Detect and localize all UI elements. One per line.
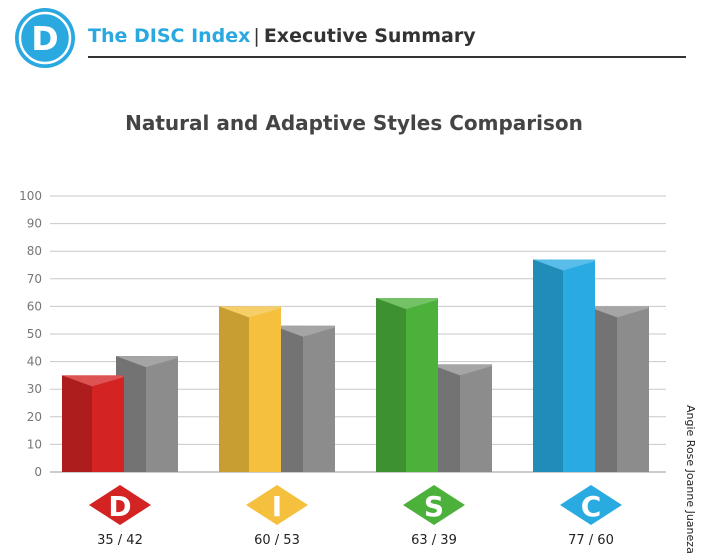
value-label: 60 / 53 xyxy=(254,533,300,548)
y-tick-label: 50 xyxy=(27,327,42,341)
bar-adaptive-i xyxy=(273,325,335,472)
header-divider xyxy=(88,56,686,58)
value-label: 77 / 60 xyxy=(568,533,614,548)
logo-letter: D xyxy=(31,19,58,58)
y-tick-label: 20 xyxy=(27,410,42,424)
brand-name: The DISC Index xyxy=(88,25,251,47)
y-tick-label: 70 xyxy=(27,272,42,286)
y-tick-label: 30 xyxy=(27,382,42,396)
diamond-shape xyxy=(89,485,151,525)
bar-front-face xyxy=(563,259,595,472)
bar-front-face xyxy=(249,306,281,472)
header-separator: | xyxy=(253,25,260,47)
diamond-shape xyxy=(246,485,308,525)
bar-top-face xyxy=(376,298,438,310)
bar-natural-i xyxy=(219,306,281,472)
page-title: Executive Summary xyxy=(263,25,476,47)
diamond-shape xyxy=(403,485,465,525)
category-diamond-i: I xyxy=(246,485,308,525)
bar-adaptive-d xyxy=(116,356,178,472)
bar-natural-s xyxy=(376,298,438,472)
bar-adaptive-s xyxy=(430,364,492,472)
bar-front-face xyxy=(460,364,492,472)
category-label: S xyxy=(424,490,444,523)
y-tick-label: 90 xyxy=(27,217,42,231)
bar-front-face xyxy=(146,356,178,472)
bar-side-face xyxy=(376,298,406,472)
bar-natural-d xyxy=(62,375,124,472)
y-tick-label: 0 xyxy=(34,465,42,479)
bar-top-face xyxy=(62,375,124,387)
bar-top-face xyxy=(219,306,281,318)
bar-side-face xyxy=(219,306,249,472)
bar-side-face xyxy=(533,259,563,472)
bar-top-face xyxy=(533,259,595,271)
category-diamond-c: C xyxy=(560,485,622,525)
bar-front-face xyxy=(617,306,649,472)
diamond-shape xyxy=(560,485,622,525)
category-label: D xyxy=(108,490,131,523)
value-label: 35 / 42 xyxy=(97,533,143,548)
y-tick-label: 40 xyxy=(27,355,42,369)
bar-top-face xyxy=(587,306,649,318)
category-label: I xyxy=(272,490,282,523)
y-tick-label: 80 xyxy=(27,244,42,258)
chart-title: Natural and Adaptive Styles Comparison xyxy=(125,111,583,135)
y-tick-label: 10 xyxy=(27,437,42,451)
category-diamond-s: S xyxy=(403,485,465,525)
bar-top-face xyxy=(116,356,178,368)
side-credit: Angie Rose Joanne Juaneza xyxy=(684,405,697,554)
bar-top-face xyxy=(430,364,492,376)
bar-top-face xyxy=(273,325,335,337)
page-header: The DISC Index | Executive Summary xyxy=(88,25,476,47)
bar-natural-c xyxy=(533,259,595,472)
y-tick-label: 60 xyxy=(27,299,42,313)
category-diamond-d: D xyxy=(89,485,151,525)
y-tick-label: 100 xyxy=(19,189,42,203)
category-label: C xyxy=(581,490,602,523)
bar-front-face xyxy=(303,325,335,472)
bar-front-face xyxy=(406,298,438,472)
disc-logo-icon: D xyxy=(15,8,75,68)
bar-side-face xyxy=(62,375,92,472)
value-label: 63 / 39 xyxy=(411,533,457,548)
bar-front-face xyxy=(92,375,124,472)
bar-adaptive-c xyxy=(587,306,649,472)
